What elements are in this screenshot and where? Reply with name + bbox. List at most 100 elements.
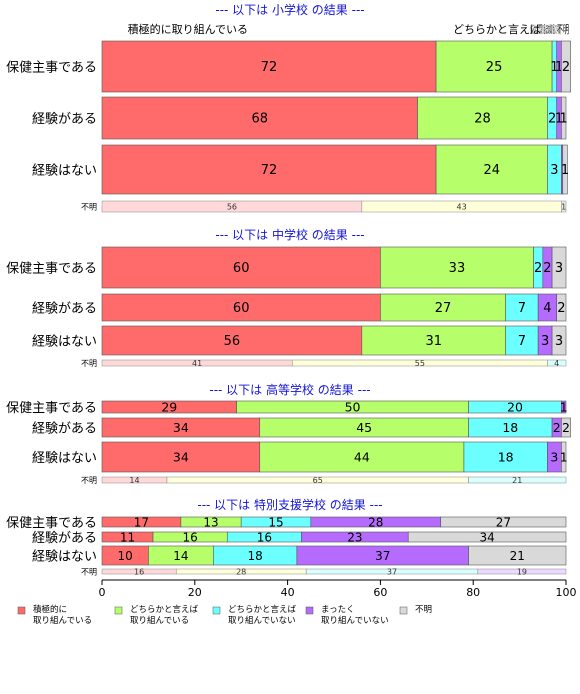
row-label: 経験はない xyxy=(32,451,97,466)
bar-segment xyxy=(101,40,437,93)
row-label: 経験がある xyxy=(32,302,97,317)
top-label-not-at-all: まったく取り組んでいない xyxy=(546,23,560,36)
legend-label: 取り組んでいない xyxy=(228,615,296,626)
data-label: 1 xyxy=(560,400,568,415)
data-label: 2 xyxy=(562,60,570,75)
data-label: 7 xyxy=(518,301,526,316)
x-tick-label: 0 xyxy=(99,586,106,599)
bar-segment xyxy=(561,400,567,414)
data-label: 33 xyxy=(449,261,466,276)
bar-segment xyxy=(468,545,567,566)
data-label: 3 xyxy=(555,261,563,276)
row-label-unknown: 不明 xyxy=(81,203,97,212)
data-label: 28 xyxy=(368,515,383,529)
bar-segment xyxy=(407,531,567,543)
bar-segment xyxy=(259,441,465,473)
bar-segment xyxy=(417,96,548,140)
bar-segment xyxy=(561,417,571,438)
data-label: 21 xyxy=(510,549,525,563)
data-label: 1 xyxy=(550,60,558,75)
data-label: 44 xyxy=(354,450,370,465)
row-label: 経験がある xyxy=(32,422,97,437)
bar-segment xyxy=(380,293,506,322)
data-label: 34 xyxy=(173,450,189,465)
top-label-somewhat-not: どちらかと言えば取り組んでいない xyxy=(530,23,552,36)
data-label: 72 xyxy=(261,163,278,178)
bar-segment xyxy=(551,246,567,289)
data-label-unknown: 56 xyxy=(227,203,237,212)
legend-label: 不明 xyxy=(415,605,432,615)
data-label: 16 xyxy=(257,530,272,544)
row-label: 保健主事である xyxy=(6,262,97,277)
bar-segment-unknown xyxy=(561,200,567,213)
bar-segment-unknown xyxy=(468,476,567,484)
data-label: 3 xyxy=(541,334,549,349)
data-label-unknown: 14 xyxy=(129,476,139,485)
row-label: 保健主事である xyxy=(6,61,97,76)
bar-segment xyxy=(556,293,567,322)
row-label: 経験がある xyxy=(32,531,97,546)
bar-segment-unknown xyxy=(547,359,567,367)
data-label: 13 xyxy=(203,515,218,529)
data-label: 2 xyxy=(534,261,542,276)
row-label: 経験はない xyxy=(32,335,97,350)
data-label: 1 xyxy=(555,112,563,127)
data-label: 18 xyxy=(247,549,262,563)
bar-segment xyxy=(101,293,381,322)
bar-segment xyxy=(101,144,437,195)
data-label: 15 xyxy=(268,515,283,529)
panel-title: --- 以下は 高等学校 の結果 --- xyxy=(209,382,370,397)
bar-segment xyxy=(505,325,539,356)
x-tick-label: 40 xyxy=(281,586,295,599)
data-label: 16 xyxy=(183,530,198,544)
data-label: 56 xyxy=(224,334,241,349)
data-label: 31 xyxy=(425,334,442,349)
top-label-unknown: 不明 xyxy=(557,23,569,36)
legend-label: 取り組んでいない xyxy=(321,615,389,626)
data-label-unknown: 37 xyxy=(387,568,397,577)
data-label: 10 xyxy=(118,549,133,563)
data-label-unknown: 1 xyxy=(561,203,566,212)
legend-swatch xyxy=(17,606,26,615)
data-label: 4 xyxy=(543,301,551,316)
data-label-unknown: 16 xyxy=(134,568,144,577)
data-label: 50 xyxy=(345,400,361,415)
bar-segment xyxy=(361,325,506,356)
data-label: 2 xyxy=(553,420,561,435)
data-label-unknown: 19 xyxy=(517,568,527,577)
data-label-unknown: 28 xyxy=(236,568,246,577)
panel-title: --- 以下は 小学校 の結果 --- xyxy=(215,2,364,17)
legend-label: どちらかと言えば xyxy=(130,604,199,615)
x-tick-label: 80 xyxy=(466,586,480,599)
row-label-unknown: 不明 xyxy=(81,359,97,368)
row-label: 経験がある xyxy=(32,112,97,127)
bar-segment xyxy=(561,40,571,93)
data-label: 34 xyxy=(173,420,189,435)
bar-segment xyxy=(561,441,567,473)
data-label: 45 xyxy=(356,420,372,435)
data-label: 1 xyxy=(561,163,569,178)
bar-segment xyxy=(562,144,568,195)
bar-segment xyxy=(101,96,418,140)
data-label: 72 xyxy=(261,60,278,75)
bar-segment xyxy=(101,246,381,289)
data-label-unknown: 41 xyxy=(192,359,202,368)
data-label: 28 xyxy=(474,112,491,127)
data-label: 2 xyxy=(562,420,570,435)
data-label-unknown: 4 xyxy=(554,359,559,368)
data-label: 24 xyxy=(483,163,500,178)
data-label: 2 xyxy=(543,261,551,276)
data-label: 60 xyxy=(233,261,250,276)
bar-segment xyxy=(380,246,534,289)
x-tick-label: 100 xyxy=(556,586,577,599)
legend-swatch xyxy=(114,606,123,615)
data-label: 3 xyxy=(550,163,558,178)
x-tick-label: 60 xyxy=(373,586,387,599)
legend-label: まったく xyxy=(321,605,355,615)
bar-segment xyxy=(505,293,539,322)
x-tick-label: 20 xyxy=(188,586,202,599)
row-label: 経験はない xyxy=(32,550,97,565)
data-label: 2 xyxy=(557,301,565,316)
data-label: 18 xyxy=(502,420,518,435)
